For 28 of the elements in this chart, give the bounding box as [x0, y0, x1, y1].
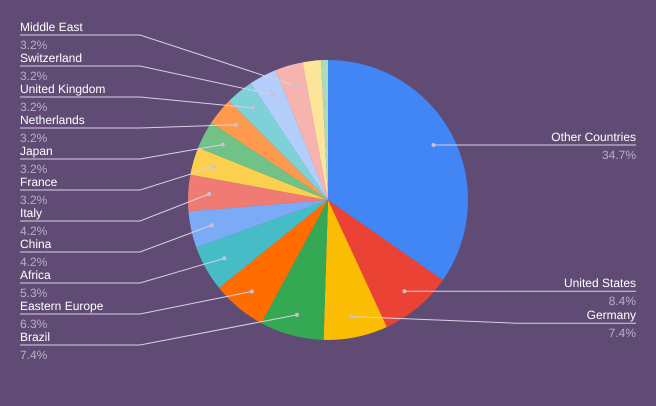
- slice-label: United States: [564, 276, 636, 290]
- slice-label: United Kingdom: [20, 82, 106, 96]
- slice-label: Japan: [20, 144, 53, 158]
- data-label: 3.2%: [20, 162, 48, 176]
- data-label: 3.2%: [20, 38, 48, 52]
- data-label: 4.2%: [20, 255, 48, 269]
- slice-label: Middle East: [20, 20, 84, 34]
- data-label: 5.3%: [20, 286, 48, 300]
- slice-label: Italy: [20, 206, 42, 220]
- data-label: 3.2%: [20, 193, 48, 207]
- slice-label: Netherlands: [20, 113, 85, 127]
- slice-label: Eastern Europe: [20, 299, 104, 313]
- data-label: 7.4%: [608, 326, 636, 340]
- slice-label: Germany: [586, 308, 636, 322]
- data-label: 4.2%: [20, 224, 48, 238]
- slice-label: China: [20, 237, 52, 251]
- data-label: 6.3%: [20, 317, 48, 331]
- slice-label: France: [20, 175, 58, 189]
- data-label: 7.4%: [20, 348, 48, 362]
- slice-label: Switzerland: [20, 51, 82, 65]
- data-label: 3.2%: [20, 100, 48, 114]
- data-label: 3.2%: [20, 69, 48, 83]
- slice-label: Brazil: [20, 330, 50, 344]
- data-label: 34.7%: [602, 148, 636, 162]
- slice-label: Other Countries: [551, 130, 636, 144]
- slice-label: Africa: [20, 268, 51, 282]
- data-label: 3.2%: [20, 131, 48, 145]
- data-label: 8.4%: [608, 294, 636, 308]
